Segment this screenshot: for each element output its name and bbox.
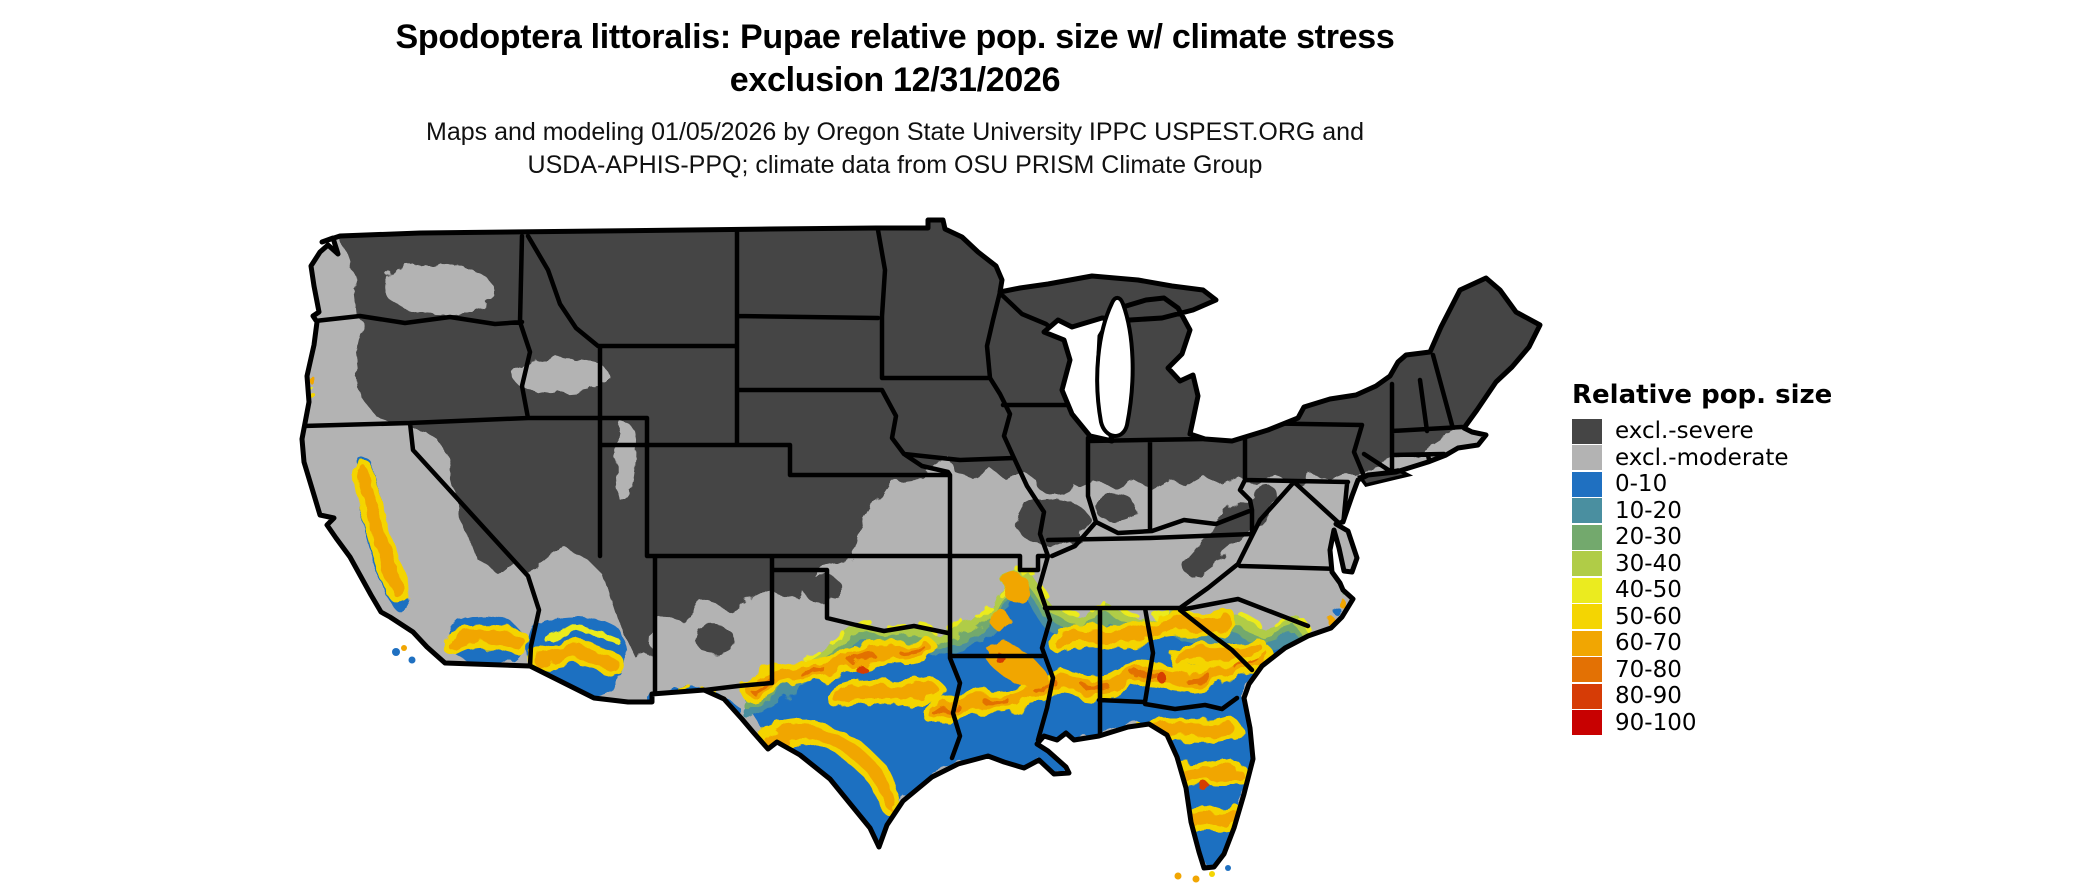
legend-title: Relative pop. size	[1572, 380, 1833, 410]
legend-item: excl.-moderate	[1572, 445, 1832, 472]
legend-item: excl.-severe	[1572, 418, 1832, 445]
map-linework	[299, 217, 1543, 883]
legend-item: 20-30	[1572, 524, 1832, 551]
lake-michigan	[1095, 295, 1135, 438]
title-block: Spodoptera littoralis: Pupae relative po…	[0, 16, 1790, 182]
legend-label: 30-40	[1615, 550, 1682, 577]
legend-item: 10-20	[1572, 498, 1832, 525]
legend-label: 50-60	[1615, 603, 1682, 630]
legend-label: 60-70	[1615, 630, 1682, 657]
legend-swatch	[1572, 657, 1602, 683]
page-subtitle: Maps and modeling 01/05/2026 by Oregon S…	[0, 116, 1790, 182]
legend-swatch	[1572, 683, 1602, 709]
us-outline	[299, 217, 1543, 871]
legend-swatch	[1572, 498, 1602, 524]
subtitle-line2: USDA-APHIS-PPQ; climate data from OSU PR…	[527, 151, 1263, 179]
legend-item: 40-50	[1572, 577, 1832, 604]
legend-swatch	[1572, 604, 1602, 630]
legend-item: 0-10	[1572, 471, 1832, 498]
legend-item: 80-90	[1572, 683, 1832, 710]
legend-swatch	[1572, 471, 1602, 497]
island-specks	[392, 645, 1231, 883]
state-borders	[302, 227, 1465, 761]
legend-label: 20-30	[1615, 524, 1682, 551]
legend-item: 90-100	[1572, 710, 1832, 737]
legend-item: 50-60	[1572, 604, 1832, 631]
legend-swatch	[1572, 630, 1602, 656]
title-line2: exclusion 12/31/2026	[729, 61, 1061, 99]
legend-label: 90-100	[1615, 709, 1697, 736]
region-light-patches	[333, 257, 637, 501]
us-map	[299, 217, 1543, 883]
legend-swatch	[1572, 445, 1602, 471]
map-fill-layers	[302, 220, 1540, 868]
legend: Relative pop. size excl.-severe excl.-mo…	[1572, 380, 1832, 736]
legend-label: 80-90	[1615, 683, 1682, 710]
legend-label: 40-50	[1615, 577, 1682, 604]
subtitle-line1: Maps and modeling 01/05/2026 by Oregon S…	[426, 118, 1364, 146]
legend-label: 70-80	[1615, 656, 1682, 683]
legend-swatch	[1572, 524, 1602, 550]
legend-label: excl.-severe	[1615, 418, 1754, 445]
page-title: Spodoptera littoralis: Pupae relative po…	[0, 16, 1790, 102]
legend-swatch	[1572, 710, 1602, 736]
title-line1: Spodoptera littoralis: Pupae relative po…	[395, 18, 1395, 56]
legend-swatch	[1572, 577, 1602, 603]
legend-item: 70-80	[1572, 657, 1832, 684]
legend-swatch	[1572, 418, 1602, 444]
legend-item: 60-70	[1572, 630, 1832, 657]
legend-label: excl.-moderate	[1615, 444, 1789, 471]
legend-label: 0-10	[1615, 471, 1668, 498]
legend-swatch	[1572, 551, 1602, 577]
legend-item: 30-40	[1572, 551, 1832, 578]
legend-label: 10-20	[1615, 497, 1682, 524]
